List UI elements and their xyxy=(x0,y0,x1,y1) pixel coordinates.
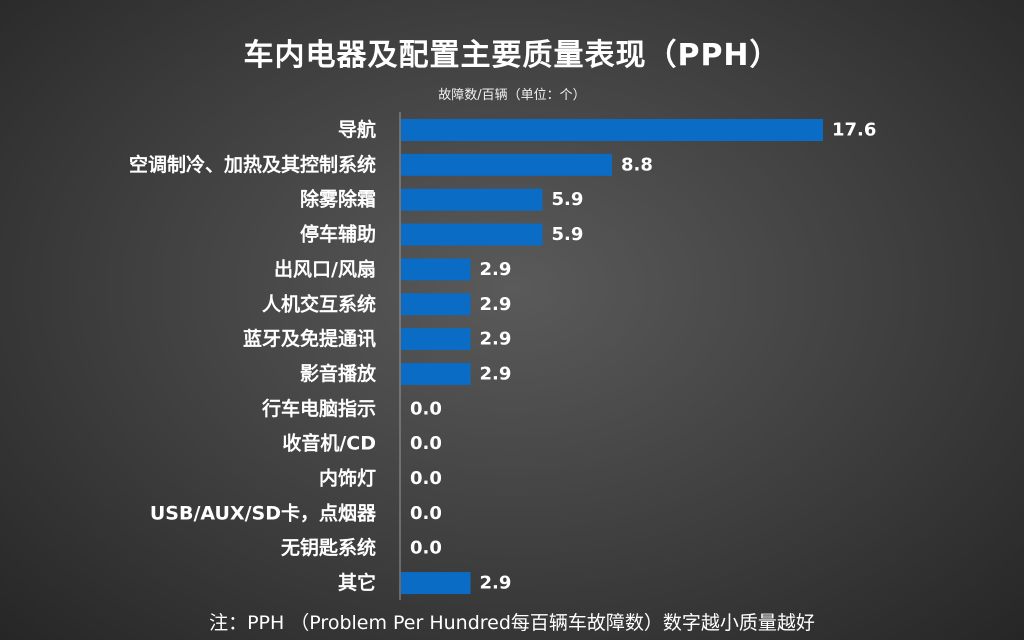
chart-title: 车内电器及配置主要质量表现（PPH） xyxy=(243,38,781,73)
value-label: 5.9 xyxy=(551,224,583,245)
bar xyxy=(401,328,471,351)
category-label: 收音机/CD xyxy=(282,432,376,455)
category-label: 人机交互系统 xyxy=(262,292,376,315)
bar xyxy=(401,119,823,141)
category-label: 空调制冷、加热及其控制系统 xyxy=(129,153,376,176)
bar xyxy=(401,258,471,281)
value-label: 2.9 xyxy=(480,363,512,384)
category-label: 停车辅助 xyxy=(300,223,376,246)
value-label: 2.9 xyxy=(480,573,512,594)
bar xyxy=(401,362,471,385)
category-label: 内饰灯 xyxy=(319,467,376,490)
category-label: USB/AUX/SD卡，点烟器 xyxy=(150,501,377,524)
category-label: 除雾除霜 xyxy=(300,188,376,211)
category-label: 导航 xyxy=(338,118,376,141)
bar xyxy=(401,153,612,176)
value-label: 2.9 xyxy=(480,259,512,280)
value-label: 5.9 xyxy=(551,189,583,210)
value-label: 0.0 xyxy=(410,398,442,419)
bar xyxy=(401,223,543,246)
bars-group: 导航 17.6 空调制冷、加热及其控制系统 8.8 除雾除霜 5.9 停车辅助 5.9 出风口/… xyxy=(129,118,876,595)
value-label: 0.0 xyxy=(410,538,442,559)
chart-subtitle: 故障数/百辆（单位：个） xyxy=(438,88,586,103)
value-label: 0.0 xyxy=(410,468,442,489)
category-label: 蓝牙及免提通讯 xyxy=(243,327,376,350)
category-label: 行车电脑指示 xyxy=(261,397,376,420)
value-label: 2.9 xyxy=(480,329,512,350)
value-label: 0.0 xyxy=(410,503,442,524)
value-label: 2.9 xyxy=(480,294,512,315)
bar xyxy=(401,293,471,316)
value-label: 8.8 xyxy=(621,154,653,175)
category-label: 出风口/风扇 xyxy=(274,257,376,280)
value-label: 17.6 xyxy=(832,120,876,141)
category-label: 无钥匙系统 xyxy=(281,536,376,559)
category-label: 其它 xyxy=(338,571,376,594)
bar xyxy=(401,572,471,595)
category-label: 影音播放 xyxy=(300,362,377,385)
footnote: 注：PPH （Problem Per Hundred每百辆车故障数）数字越小质量… xyxy=(209,612,815,634)
bar xyxy=(401,188,543,211)
value-label: 0.0 xyxy=(410,433,442,454)
